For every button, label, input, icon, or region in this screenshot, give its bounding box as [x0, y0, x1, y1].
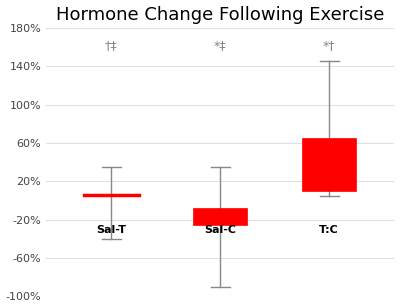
Text: †‡: †‡	[105, 39, 118, 52]
Text: T:C: T:C	[319, 225, 339, 234]
Text: *†: *†	[323, 39, 336, 52]
Text: *‡: *‡	[214, 39, 226, 52]
FancyBboxPatch shape	[193, 208, 248, 225]
Text: Sal-C: Sal-C	[204, 225, 236, 234]
FancyBboxPatch shape	[302, 138, 356, 191]
Title: Hormone Change Following Exercise: Hormone Change Following Exercise	[56, 6, 384, 23]
Text: Sal-T: Sal-T	[96, 225, 126, 234]
